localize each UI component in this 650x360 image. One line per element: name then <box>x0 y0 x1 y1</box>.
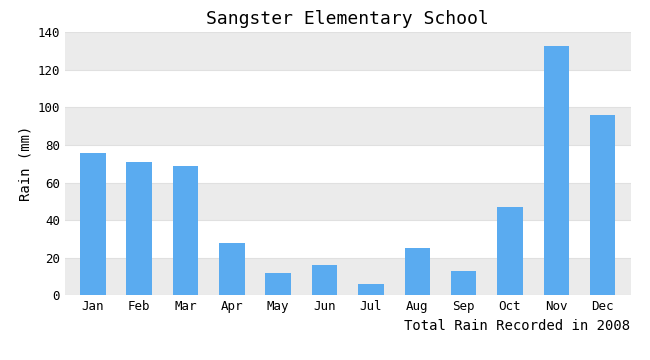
Title: Sangster Elementary School: Sangster Elementary School <box>207 10 489 28</box>
Bar <box>65 70 630 108</box>
Bar <box>358 284 384 295</box>
Bar <box>65 108 630 145</box>
Bar <box>497 207 523 295</box>
Bar <box>173 166 198 295</box>
Bar <box>80 153 105 295</box>
Bar <box>404 248 430 295</box>
Bar <box>126 162 152 295</box>
X-axis label: Total Rain Recorded in 2008: Total Rain Recorded in 2008 <box>404 319 630 333</box>
Bar <box>65 32 630 70</box>
Y-axis label: Rain (mm): Rain (mm) <box>18 126 32 202</box>
Bar <box>590 115 616 295</box>
Bar <box>65 220 630 258</box>
Bar <box>312 265 337 295</box>
Bar <box>219 243 244 295</box>
Bar <box>65 145 630 183</box>
Bar <box>451 271 476 295</box>
Bar <box>65 258 630 295</box>
Bar <box>543 45 569 295</box>
Bar <box>65 183 630 220</box>
Bar <box>265 273 291 295</box>
